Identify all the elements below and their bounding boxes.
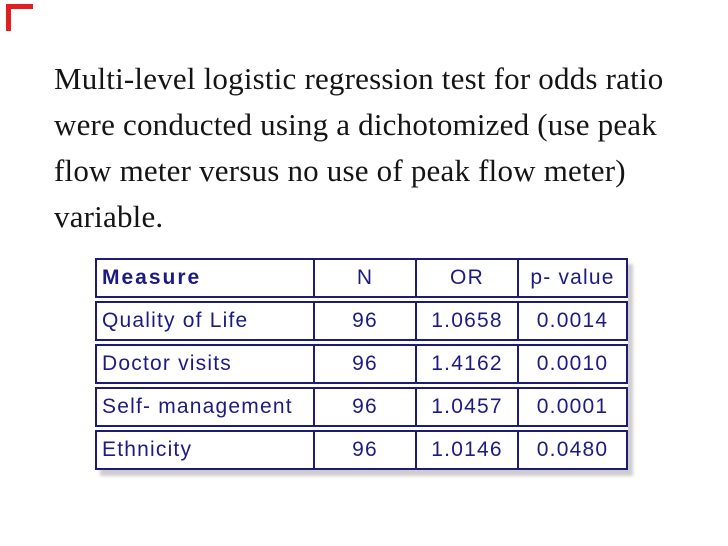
table-header-row: Measure N OR p- value xyxy=(95,258,628,298)
cell-p-value: 0.0014 xyxy=(517,303,626,339)
cell-n: 96 xyxy=(313,432,415,468)
cell-measure: Doctor visits xyxy=(102,352,232,375)
cell-p-value: 0.0010 xyxy=(517,346,626,382)
paragraph-line-2: were conducted using a dichotomized (use… xyxy=(54,107,657,142)
header-n: N xyxy=(313,260,415,296)
cell-p-value: 0.0480 xyxy=(517,432,626,468)
red-corner-mark-horizontal xyxy=(6,4,33,9)
table-row-ethnicity: Ethnicity 96 1.0146 0.0480 xyxy=(95,430,628,470)
table-row-self-management: Self- management 96 1.0457 0.0001 xyxy=(95,387,628,427)
paragraph-line-4: variable. xyxy=(54,199,164,234)
cell-measure: Ethnicity xyxy=(102,438,193,461)
table-row-doctor-visits: Doctor visits 96 1.4162 0.0010 xyxy=(95,344,628,384)
table-row-quality-of-life: Quality of Life 96 1.0658 0.0014 xyxy=(95,301,628,341)
results-table: Measure N OR p- value Quality of Life 96… xyxy=(95,258,628,470)
header-or: OR xyxy=(415,260,517,296)
red-corner-mark-vertical xyxy=(6,4,11,31)
cell-measure: Quality of Life xyxy=(102,309,249,332)
intro-paragraph: Multi-level logistic regression test for… xyxy=(54,56,694,240)
cell-p-value: 0.0001 xyxy=(517,389,626,425)
cell-n: 96 xyxy=(313,303,415,339)
cell-n: 96 xyxy=(313,389,415,425)
paragraph-line-3: flow meter versus no use of peak flow me… xyxy=(54,153,626,188)
header-measure: Measure xyxy=(102,266,202,289)
cell-or: 1.0658 xyxy=(415,303,517,339)
cell-or: 1.0146 xyxy=(415,432,517,468)
header-p-value: p- value xyxy=(517,260,626,296)
red-corner-mark-icon xyxy=(6,4,36,34)
cell-measure: Self- management xyxy=(102,395,293,418)
cell-n: 96 xyxy=(313,346,415,382)
cell-or: 1.0457 xyxy=(415,389,517,425)
paragraph-line-1: Multi-level logistic regression test for… xyxy=(54,61,664,96)
cell-or: 1.4162 xyxy=(415,346,517,382)
